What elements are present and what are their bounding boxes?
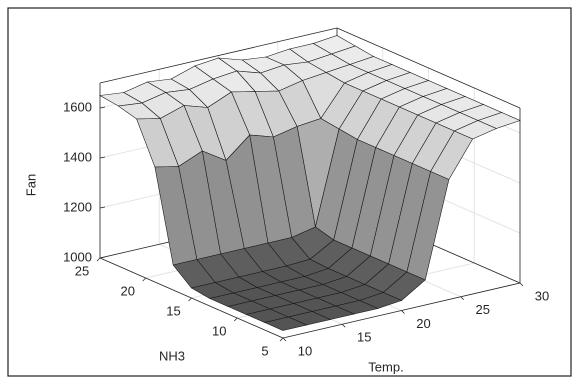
y-tick-label: 5 [261, 343, 268, 358]
y-axis-label: NH3 [159, 348, 185, 363]
x-tick-label: 10 [298, 343, 312, 358]
y-tick [142, 277, 147, 282]
x-tick-label: 15 [357, 330, 371, 345]
x-tick [401, 310, 405, 314]
x-tick [460, 296, 465, 301]
z-axis-label: Fan [23, 174, 38, 196]
y-tick-label: 25 [75, 263, 89, 278]
x-tick-label: 30 [535, 288, 549, 303]
y-tick-label: 10 [212, 323, 226, 338]
z-tick [99, 156, 106, 159]
z-tick-label: 1400 [63, 149, 92, 164]
axis-box [336, 27, 521, 109]
y-tick [233, 317, 238, 322]
axis-box [99, 27, 338, 84]
y-tick [96, 257, 101, 262]
y-tick [279, 337, 284, 342]
z-tick-label: 1000 [63, 249, 92, 264]
x-tick [341, 323, 346, 328]
y-tick [188, 297, 192, 302]
x-tick-label: 20 [416, 316, 430, 331]
z-tick [99, 106, 106, 109]
z-tick-label: 1600 [63, 99, 92, 114]
x-axis-label: Temp. [368, 359, 403, 374]
x-tick [282, 337, 287, 342]
y-tick-label: 20 [121, 283, 135, 298]
z-tick [99, 256, 106, 259]
y-tick-label: 15 [166, 303, 180, 318]
z-tick [99, 206, 106, 209]
x-tick [519, 282, 524, 287]
surface-patch [263, 316, 308, 331]
x-tick-label: 25 [476, 302, 490, 317]
z-tick-label: 1200 [63, 199, 92, 214]
